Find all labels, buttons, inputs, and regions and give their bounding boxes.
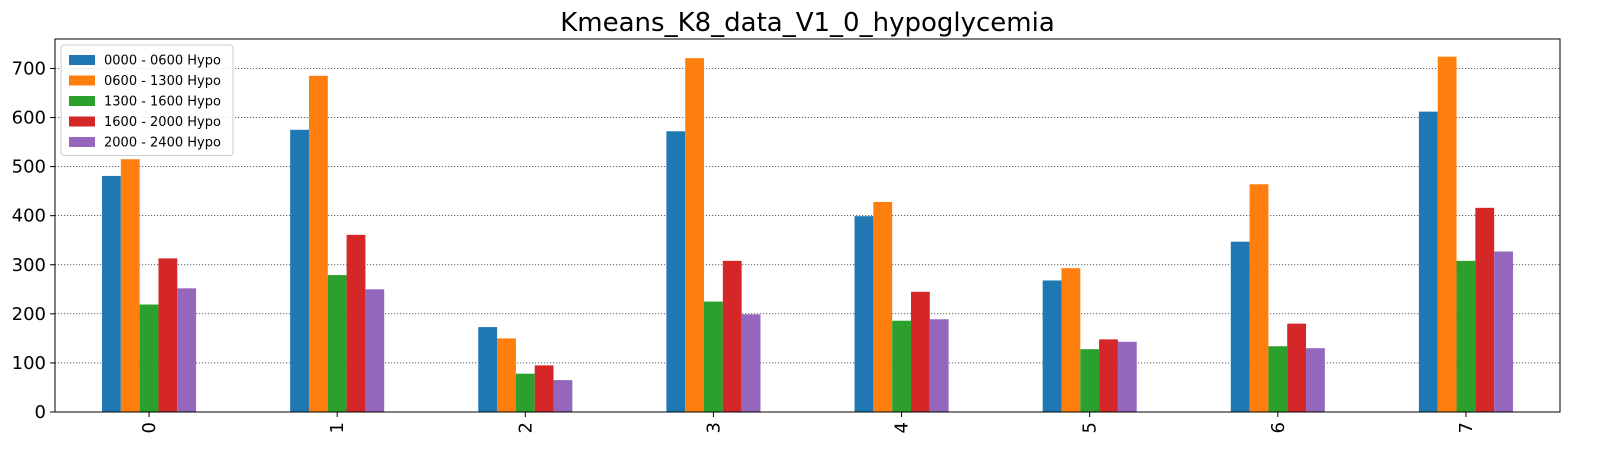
y-tick-label: 0 <box>35 402 46 423</box>
bar <box>685 58 705 413</box>
bar <box>1230 241 1250 412</box>
bar <box>1042 280 1062 412</box>
bar <box>120 159 140 412</box>
bar <box>102 175 121 412</box>
legend-label: 1600 - 2000 Hypo <box>104 115 221 130</box>
y-tick-label: 300 <box>12 255 46 276</box>
legend-label: 1300 - 1600 Hypo <box>104 95 221 110</box>
bar <box>1061 268 1081 412</box>
y-tick-label: 100 <box>12 353 46 374</box>
x-tick-label: 6 <box>1268 422 1289 433</box>
x-tick-label: 0 <box>139 422 160 433</box>
bar <box>158 258 178 412</box>
bar <box>1287 323 1307 412</box>
bar <box>478 327 498 412</box>
bar <box>327 275 347 412</box>
y-tick-label: 500 <box>12 157 46 178</box>
bar <box>854 216 874 412</box>
bar <box>497 338 516 412</box>
x-tick-label: 7 <box>1456 422 1477 433</box>
bar <box>1249 184 1269 412</box>
bar <box>177 288 197 412</box>
bar <box>892 320 911 412</box>
bar <box>365 289 385 412</box>
x-tick-label: 2 <box>515 422 536 433</box>
legend-swatch <box>69 55 95 65</box>
legend-label: 2000 - 2400 Hypo <box>104 136 221 151</box>
legend-label: 0000 - 0600 Hypo <box>104 54 221 69</box>
plot-frame <box>54 38 1561 413</box>
legend: 0000 - 0600 Hypo 0600 - 1300 Hypo 1300 - 1… <box>60 44 234 156</box>
bar <box>346 234 366 412</box>
bar <box>1080 349 1100 412</box>
legend-swatch <box>69 137 95 147</box>
bar <box>1268 346 1288 412</box>
bar <box>1418 111 1438 412</box>
bar <box>1456 260 1476 412</box>
bar <box>1475 207 1495 412</box>
bar <box>1306 348 1325 412</box>
bar <box>722 260 742 412</box>
bars <box>102 56 1513 413</box>
bar <box>873 201 893 412</box>
bar <box>1099 339 1118 412</box>
bar <box>515 373 535 412</box>
y-tick-label: 700 <box>12 58 46 79</box>
legend-swatch <box>69 116 95 127</box>
bar <box>1437 56 1457 412</box>
x-tick-label: 1 <box>327 422 348 433</box>
bar <box>290 129 309 412</box>
legend-swatch <box>69 96 95 106</box>
x-axis-ticks: 0 1 2 3 4 5 6 7 <box>139 412 1477 433</box>
bar <box>534 365 554 412</box>
legend-box <box>60 44 234 156</box>
grid-lines <box>55 68 1560 413</box>
bar <box>553 380 573 412</box>
legend-swatch <box>69 75 95 86</box>
bar <box>704 301 723 412</box>
bar <box>741 314 761 412</box>
bar <box>1494 251 1513 412</box>
legend-label: 0600 - 1300 Hypo <box>104 74 221 89</box>
y-tick-label: 600 <box>12 108 46 129</box>
bar <box>1117 341 1137 412</box>
y-tick-label: 200 <box>12 304 46 325</box>
bar <box>139 304 159 412</box>
x-tick-label: 5 <box>1080 422 1101 433</box>
chart-title: Kmeans_K8_data_V1_0_hypoglycemia <box>560 8 1055 38</box>
bar <box>308 75 328 413</box>
bar <box>929 319 949 412</box>
y-tick-label: 400 <box>12 206 46 227</box>
x-tick-label: 3 <box>703 422 724 433</box>
bar <box>666 131 686 412</box>
y-axis-ticks: 0 100 200 300 400 500 600 700 <box>12 58 55 423</box>
x-tick-label: 4 <box>892 422 913 433</box>
bar <box>910 291 930 412</box>
